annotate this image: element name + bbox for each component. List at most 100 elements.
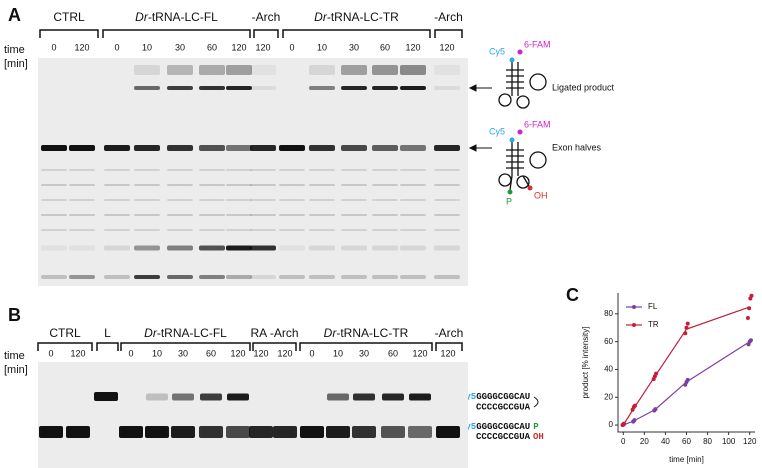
legend-label: FL <box>648 302 658 311</box>
band <box>167 169 193 171</box>
band <box>134 145 160 151</box>
band <box>134 245 160 251</box>
band <box>400 65 426 75</box>
band <box>167 184 193 186</box>
replicate-point <box>621 421 626 426</box>
lane-label: 60 <box>207 42 217 52</box>
lane-label: 30 <box>175 42 185 52</box>
band <box>104 214 130 216</box>
band <box>408 426 432 438</box>
band <box>434 214 460 216</box>
group-title: CTRL <box>53 10 85 24</box>
band <box>199 245 225 251</box>
band <box>104 145 130 151</box>
band <box>104 184 130 186</box>
dye-label: Cy5 <box>489 46 505 56</box>
band <box>134 184 160 186</box>
band <box>134 199 160 201</box>
dye-label: Cy5 <box>460 392 476 402</box>
band <box>372 169 398 171</box>
band <box>199 169 225 171</box>
band <box>309 229 335 231</box>
replicate-point <box>683 331 688 336</box>
band <box>341 169 367 171</box>
band <box>227 393 249 401</box>
lane-label: 120 <box>231 42 246 52</box>
band <box>199 214 225 216</box>
x-tick-label: 0 <box>621 437 626 446</box>
band <box>279 169 305 171</box>
y-tick-label: 0 <box>609 420 614 429</box>
band <box>41 245 67 251</box>
band <box>341 86 367 90</box>
band <box>341 229 367 231</box>
lane-label: 120 <box>405 42 420 52</box>
replicate-point <box>749 293 754 298</box>
band <box>226 145 252 151</box>
band <box>434 86 460 90</box>
band <box>41 145 67 151</box>
band <box>41 275 67 279</box>
lane-label: 30 <box>349 42 359 52</box>
band <box>250 86 276 90</box>
time-label: time <box>4 44 25 56</box>
phosphate-label: P <box>506 196 512 206</box>
dye-label: Cy5 <box>460 422 476 432</box>
band <box>372 275 398 279</box>
band <box>309 184 335 186</box>
band <box>69 199 95 201</box>
sequence-top: GGGGCGGCAU <box>476 392 530 402</box>
lane-label: 120 <box>277 348 292 358</box>
band <box>69 229 95 231</box>
legend-swatch <box>632 305 636 309</box>
y-tick-label: 80 <box>604 309 613 318</box>
lane-label: 120 <box>439 42 454 52</box>
band <box>250 184 276 186</box>
band <box>167 275 193 279</box>
dye-dots <box>507 49 533 195</box>
band <box>400 145 426 151</box>
arrows <box>468 84 492 152</box>
annotation: Exon halves <box>552 142 602 152</box>
group-title: RA -Arch <box>250 326 298 340</box>
band <box>146 393 168 401</box>
sequence: Cy5GGGGCGGCAU P <box>460 422 539 432</box>
bracket <box>96 342 119 351</box>
x-tick-label: 100 <box>722 437 736 446</box>
band <box>226 426 250 438</box>
band <box>104 229 130 231</box>
band <box>69 245 95 251</box>
lane-label: 120 <box>440 348 455 358</box>
band <box>434 65 460 75</box>
band <box>434 245 460 251</box>
band <box>41 229 67 231</box>
lane-label: 0 <box>51 42 56 52</box>
band <box>226 184 252 186</box>
group-title: CTRL <box>49 326 81 340</box>
legend-label: TR <box>648 320 659 329</box>
replicate-point <box>745 316 750 321</box>
time-label: [min] <box>4 58 28 70</box>
sequence: CCCCGCCGUA OH <box>476 432 544 442</box>
band <box>400 245 426 251</box>
band <box>167 86 193 90</box>
x-axis-label: time [min] <box>669 455 704 464</box>
bracket <box>299 342 433 351</box>
lane-label: 60 <box>388 348 398 358</box>
band <box>226 229 252 231</box>
loop <box>533 396 539 408</box>
band <box>372 214 398 216</box>
x-tick-label: 80 <box>703 437 712 446</box>
band <box>372 184 398 186</box>
group-title-rest: -tRNA-LC-TR <box>327 10 399 24</box>
bracket <box>37 342 93 351</box>
dye-label: 6-FAM <box>524 119 551 129</box>
bracket <box>253 29 279 38</box>
band <box>273 426 297 438</box>
band <box>69 275 95 279</box>
lane-label: 0 <box>309 348 314 358</box>
band <box>104 275 130 279</box>
time-label: [min] <box>4 364 28 376</box>
group-title: Dr-tRNA-LC-FL <box>144 326 227 340</box>
replicate-point <box>685 321 690 326</box>
